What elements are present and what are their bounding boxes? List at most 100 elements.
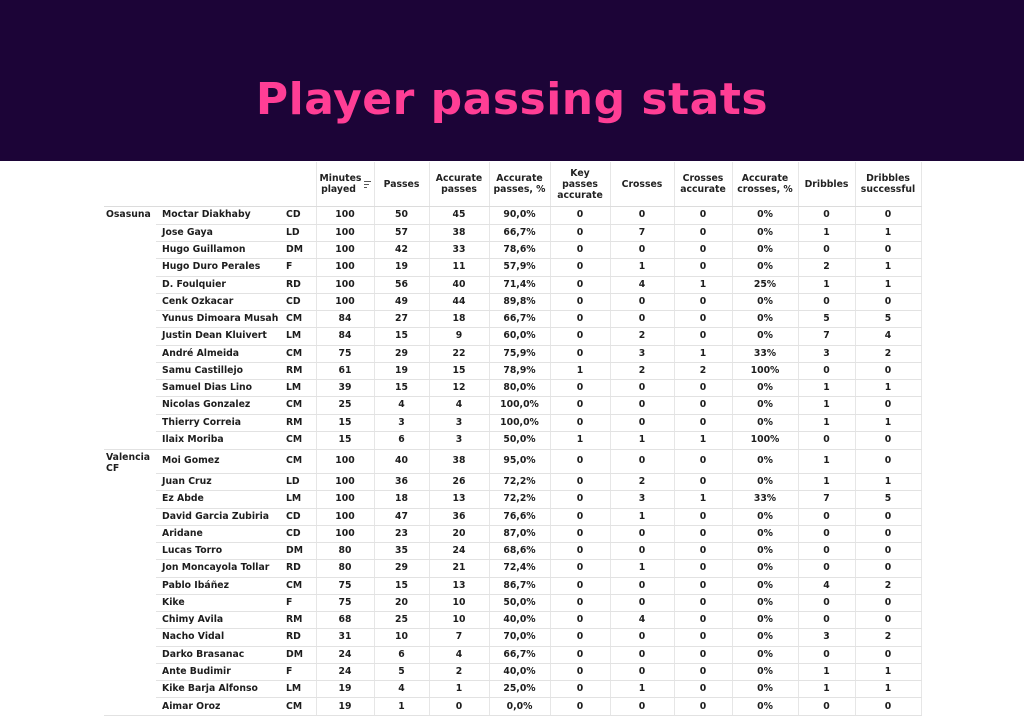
table-row: Ilaix Moriba CM 15 6 3 50,0% 1 1 1 100% 0 0	[104, 431, 922, 450]
crosses-accurate: 0	[673, 697, 732, 716]
accurate-passes: 11	[428, 258, 489, 277]
player-name: D. Foulquier	[156, 276, 282, 294]
accurate-passes: 7	[428, 628, 489, 647]
header-minutes-played[interactable]: Minutes played	[315, 162, 374, 207]
minutes: 19	[315, 697, 374, 716]
header-passes[interactable]: Passes	[373, 162, 429, 207]
table-row: Aimar Oroz CM 19 1 0 0,0% 0 0 0 0% 0 0	[104, 697, 922, 716]
minutes: 75	[315, 594, 374, 613]
header-accurate-passes[interactable]: Accurate passes	[428, 162, 489, 207]
table-row: Aridane CD 100 23 20 87,0% 0 0 0 0% 0 0	[104, 525, 922, 544]
minutes: 100	[315, 449, 374, 474]
position: CM	[282, 577, 316, 595]
accurate-passes-pct: 89,8%	[488, 293, 550, 312]
accurate-passes: 3	[428, 431, 489, 450]
player-name: Hugo Guillamon	[156, 241, 282, 260]
key-passes: 0	[549, 577, 610, 595]
accurate-crosses-pct: 0%	[731, 594, 798, 613]
dribbles: 5	[797, 310, 855, 329]
accurate-passes: 36	[428, 508, 489, 526]
table-row: Nacho Vidal RD 31 10 7 70,0% 0 0 0 0% 3 2	[104, 628, 922, 647]
header-accurate-passes-pct[interactable]: Accurate passes, %	[488, 162, 550, 207]
player-name: Darko Brasanac	[156, 646, 282, 664]
accurate-passes: 26	[428, 473, 489, 492]
crosses-accurate: 0	[673, 577, 732, 595]
accurate-crosses-pct: 0%	[731, 293, 798, 312]
key-passes: 0	[549, 508, 610, 526]
header-crosses[interactable]: Crosses	[609, 162, 674, 207]
accurate-crosses-pct: 0%	[731, 663, 798, 682]
accurate-passes-pct: 66,7%	[488, 310, 550, 329]
header-key-passes[interactable]: Key passes accurate	[549, 162, 610, 207]
minutes: 100	[315, 508, 374, 526]
header-crosses-accurate[interactable]: Crosses accurate	[673, 162, 732, 207]
team-cell-empty	[104, 431, 156, 450]
team-cell-empty	[104, 612, 156, 629]
crosses: 2	[609, 327, 674, 346]
key-passes: 0	[549, 542, 610, 561]
crosses: 0	[609, 577, 674, 595]
table-row: Jon Moncayola Tollar RD 80 29 21 72,4% 0 1 0 0% 0 0	[104, 559, 922, 578]
crosses: 4	[609, 276, 674, 294]
dribbles: 0	[797, 697, 855, 716]
position: LM	[282, 490, 316, 509]
crosses: 0	[609, 697, 674, 716]
crosses-accurate: 0	[673, 525, 732, 544]
sort-filter-icon[interactable]	[363, 180, 371, 188]
key-passes: 0	[549, 490, 610, 509]
crosses: 1	[609, 258, 674, 277]
key-passes: 0	[549, 379, 610, 398]
player-name: David Garcia Zubiria	[156, 508, 282, 526]
passes: 47	[373, 508, 429, 526]
dribbles-successful: 4	[854, 327, 922, 346]
player-name: Ez Abde	[156, 490, 282, 509]
crosses-accurate: 0	[673, 241, 732, 260]
passes: 23	[373, 525, 429, 544]
accurate-passes: 22	[428, 345, 489, 363]
table-row: Hugo Duro Perales F 100 19 11 57,9% 0 1 0 0% 2 1	[104, 258, 922, 277]
accurate-passes-pct: 66,7%	[488, 224, 550, 243]
key-passes: 0	[549, 310, 610, 329]
crosses: 0	[609, 594, 674, 613]
key-passes: 0	[549, 224, 610, 243]
crosses-accurate: 0	[673, 310, 732, 329]
accurate-crosses-pct: 25%	[731, 276, 798, 294]
crosses: 0	[609, 414, 674, 432]
crosses: 0	[609, 396, 674, 415]
minutes: 75	[315, 345, 374, 363]
header-dribbles-successful[interactable]: Dribbles successful	[854, 162, 922, 207]
accurate-crosses-pct: 0%	[731, 525, 798, 544]
accurate-crosses-pct: 0%	[731, 241, 798, 260]
team-name: Valencia CF	[106, 451, 151, 474]
passes: 49	[373, 293, 429, 312]
dribbles-successful: 0	[854, 697, 922, 716]
accurate-passes-pct: 72,4%	[488, 559, 550, 578]
accurate-crosses-pct: 0%	[731, 258, 798, 277]
player-name: Pablo Ibáñez	[156, 577, 282, 595]
header-dribbles[interactable]: Dribbles	[797, 162, 855, 207]
table-row: Ez Abde LM 100 18 13 72,2% 0 3 1 33% 7 5	[104, 490, 922, 509]
dribbles: 1	[797, 379, 855, 398]
accurate-crosses-pct: 0%	[731, 508, 798, 526]
passes: 4	[373, 396, 429, 415]
crosses-accurate: 0	[673, 628, 732, 647]
passes: 19	[373, 362, 429, 381]
dribbles: 1	[797, 663, 855, 682]
accurate-passes: 2	[428, 663, 489, 682]
accurate-crosses-pct: 0%	[731, 628, 798, 647]
crosses-accurate: 0	[673, 379, 732, 398]
accurate-passes: 0	[428, 697, 489, 716]
accurate-passes-pct: 50,0%	[488, 431, 550, 450]
crosses-accurate: 0	[673, 258, 732, 277]
accurate-passes-pct: 25,0%	[488, 680, 550, 699]
position: RD	[282, 559, 316, 578]
minutes: 100	[315, 224, 374, 243]
accurate-crosses-pct: 0%	[731, 697, 798, 716]
minutes: 31	[315, 628, 374, 647]
dribbles: 0	[797, 542, 855, 561]
dribbles: 1	[797, 473, 855, 492]
header-accurate-crosses-pct[interactable]: Accurate crosses, %	[731, 162, 798, 207]
player-name: Yunus Dimoara Musah	[156, 310, 282, 329]
accurate-passes: 13	[428, 490, 489, 509]
passes: 18	[373, 490, 429, 509]
